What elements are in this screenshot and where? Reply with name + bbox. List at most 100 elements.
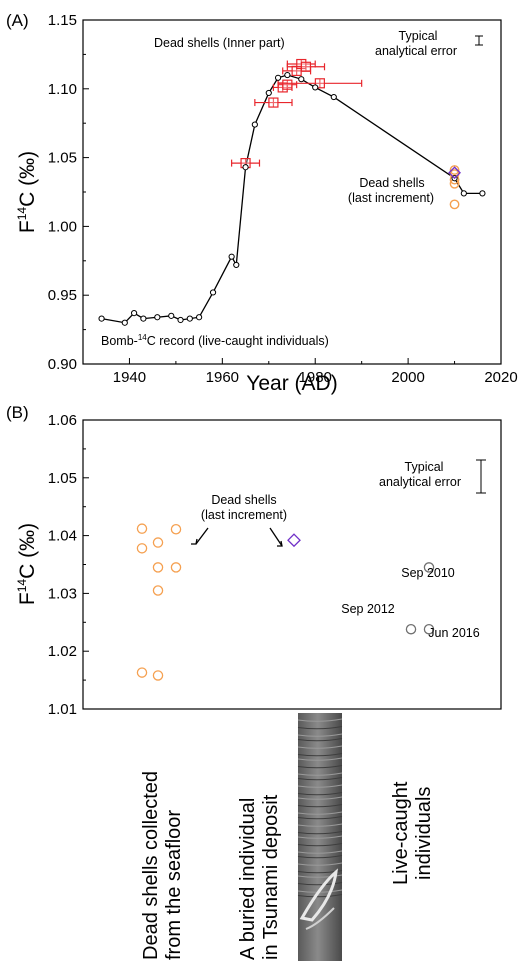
bomb-record-point (298, 76, 305, 83)
bomb-record-point (130, 309, 138, 317)
panel-a-y-tick-label: 0.90 (48, 356, 77, 373)
shell-band (297, 835, 343, 839)
inner-part-series (231, 58, 363, 169)
shell-band (297, 811, 343, 815)
shell-band (297, 792, 343, 796)
inner-part-point (268, 97, 279, 108)
panel-a-last-label-1: Dead shells (359, 176, 424, 190)
panel-b-dead-shell-point (136, 523, 148, 534)
shell-band (297, 855, 343, 859)
panel-b-dead-shell-point (170, 523, 182, 535)
category-live-line1: Live-caught (390, 781, 412, 885)
dead-last-increment-point (449, 199, 460, 210)
panel-a-x-ticks: 1940 1960 1980 2000 2020 (82, 358, 518, 386)
bomb-record-point (265, 89, 272, 97)
bomb-record-point (460, 190, 467, 197)
panel-a-y-axis-title: F14C (‰) (15, 151, 39, 233)
category-live-line2: individuals (413, 787, 435, 880)
panel-b-dead-label-1: Dead shells (211, 493, 276, 507)
shell-band (297, 772, 343, 776)
shell-band (297, 726, 343, 730)
shell-band (297, 784, 343, 788)
panel-a-error-bar (475, 35, 483, 46)
panel-a-inner-label: Dead shells (Inner part) (154, 36, 285, 50)
panel-a-y-tick-label: 1.10 (48, 81, 77, 98)
panel-b-live-caught-point (423, 623, 435, 635)
category-buried-line1: A buried individual (237, 798, 259, 960)
panel-b-dead-shell-point (152, 670, 164, 681)
category-buried-line2: in Tsunami deposit (260, 794, 282, 960)
panel-b-y-axis-rest: C (‰) (16, 523, 39, 579)
panel-b-y-tick-label: 1.05 (48, 470, 77, 487)
panel-a-bomb-sup: 14 (138, 333, 147, 342)
bomb-record-point (274, 74, 282, 81)
bomb-record-point (251, 121, 258, 128)
bomb-record-point (186, 315, 193, 322)
panel-b-categories: Dead shells collected from the seafloor … (140, 771, 435, 960)
shell-band (297, 745, 343, 749)
panel-b-y-ticks: 1.01 1.02 1.03 1.04 1.05 1.06 (48, 412, 89, 718)
shell-band (297, 718, 343, 722)
panel-b-y-axis-title: F14C (‰) (15, 523, 39, 605)
bomb-record-point (98, 315, 105, 322)
panel-a-y-tick-label: 1.05 (48, 150, 77, 167)
panel-a-y-axis-sup: 14 (15, 207, 29, 221)
panel-a-bomb-label: Bomb-14C record (live-caught individuals… (101, 333, 329, 348)
arrow-to-dead-shells (195, 527, 209, 545)
inner-part-point (282, 79, 293, 90)
bomb-record-point (154, 314, 161, 321)
shell-growth-bands (297, 718, 343, 898)
panel-b-y-tick-label: 1.03 (48, 585, 77, 602)
panel-a-error-label-1: Typical (399, 29, 438, 43)
shell-band (297, 870, 343, 874)
tsunami-point (448, 166, 461, 180)
panel-a-bomb-pre: Bomb- (101, 334, 138, 348)
panel-b-y-tick-label: 1.02 (48, 643, 77, 660)
bomb-record-point (233, 261, 240, 269)
panel-b-dead-shell-point (152, 585, 164, 596)
panel-a-y-tick-label: 1.00 (48, 218, 77, 235)
bomb-record-point (242, 164, 249, 171)
panel-b-dead-shell-point (136, 667, 148, 678)
bomb-record-point (228, 253, 235, 260)
shell-band (297, 777, 343, 781)
shell-band (297, 894, 343, 898)
panel-a-y-axis-rest: C (‰) (16, 151, 39, 207)
panel-b-dead-shell-point (152, 537, 164, 548)
panel-b-label-sep2010: Sep 2010 (401, 566, 455, 580)
bomb-record-point (209, 289, 217, 296)
panel-b-error-label-2: analytical error (379, 475, 461, 489)
shell-band (297, 843, 343, 847)
panel-b-y-axis-main: F (16, 592, 39, 605)
shell-band (297, 738, 343, 742)
shell-band (297, 823, 343, 827)
panel-b-label-jun2016: Jun 2016 (428, 626, 479, 640)
shell-hinge-bright (299, 868, 338, 922)
panel-b-y-tick-label: 1.04 (48, 528, 77, 545)
bomb-record-point (312, 84, 319, 91)
panel-a-bomb-post: C record (live-caught individuals) (147, 334, 329, 348)
bomb-record-point (330, 93, 337, 101)
panel-a-error-label-2: analytical error (375, 44, 457, 58)
panel-b-dead-shell-point (136, 543, 148, 554)
shell-band (297, 831, 343, 835)
panel-a-x-axis-title: Year (AD) (246, 372, 337, 395)
shell-band (297, 804, 343, 808)
panel-a-x-tick-label: 1940 (113, 369, 146, 386)
shell-section-photo (297, 713, 343, 961)
arrow-to-tsunami (269, 527, 283, 547)
shell-band (297, 874, 343, 878)
panel-a-y-tick-label: 0.95 (48, 287, 77, 304)
panel-a-series (98, 58, 486, 326)
shell-band (297, 796, 343, 800)
shell-band (297, 757, 343, 761)
shell-band (297, 733, 343, 737)
panel-b-dead-arrows (191, 527, 283, 547)
bomb-record-point (121, 319, 128, 326)
panel-b-live-caught-point (423, 562, 435, 573)
shell-band (297, 765, 343, 769)
shell-band (297, 816, 343, 820)
panel-a-y-tick-label: 1.15 (48, 12, 77, 29)
panel-b-y-tick-label: 1.01 (48, 701, 77, 718)
